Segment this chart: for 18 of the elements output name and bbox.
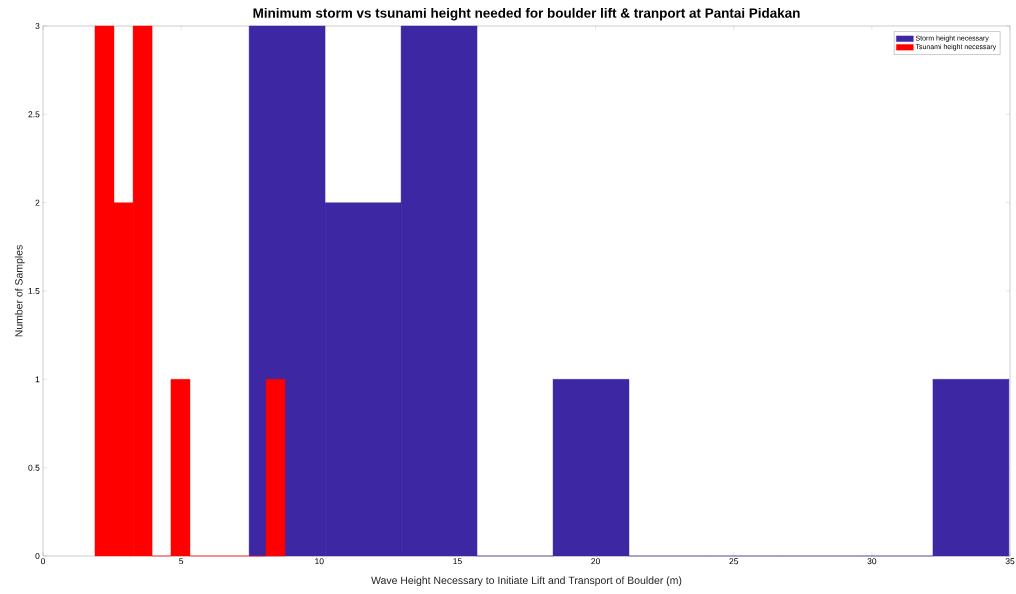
y-tick-label: 3 xyxy=(35,23,40,29)
x-tick-label: 0 xyxy=(40,558,46,565)
y-axis-title: Number of Samples xyxy=(14,245,25,337)
x-tick-label: 30 xyxy=(867,558,877,565)
x-tick-label: 35 xyxy=(1005,558,1015,565)
x-tick-label: 25 xyxy=(729,558,739,565)
x-tick-label: 15 xyxy=(453,558,462,565)
x-tick-label: 5 xyxy=(179,558,184,565)
y-tick-label: 1.5 xyxy=(28,288,40,294)
y-tick-label: 0 xyxy=(35,553,40,559)
x-tick-label: 20 xyxy=(591,558,600,565)
y-tick-label: 2 xyxy=(35,199,40,206)
chart-title: Minimum storm vs tsunami height needed for boulder lift & tranport at Pantai Pidakan xyxy=(253,7,800,21)
y-tick-label: 0.5 xyxy=(28,464,40,471)
y-tick-label: 1 xyxy=(35,376,40,383)
x-axis-title: Wave Height Necessary to Initiate Lift and Transport of Boulder (m) xyxy=(371,576,682,587)
y-tick-label: 2.5 xyxy=(28,111,40,118)
x-tick-label: 10 xyxy=(315,558,324,565)
